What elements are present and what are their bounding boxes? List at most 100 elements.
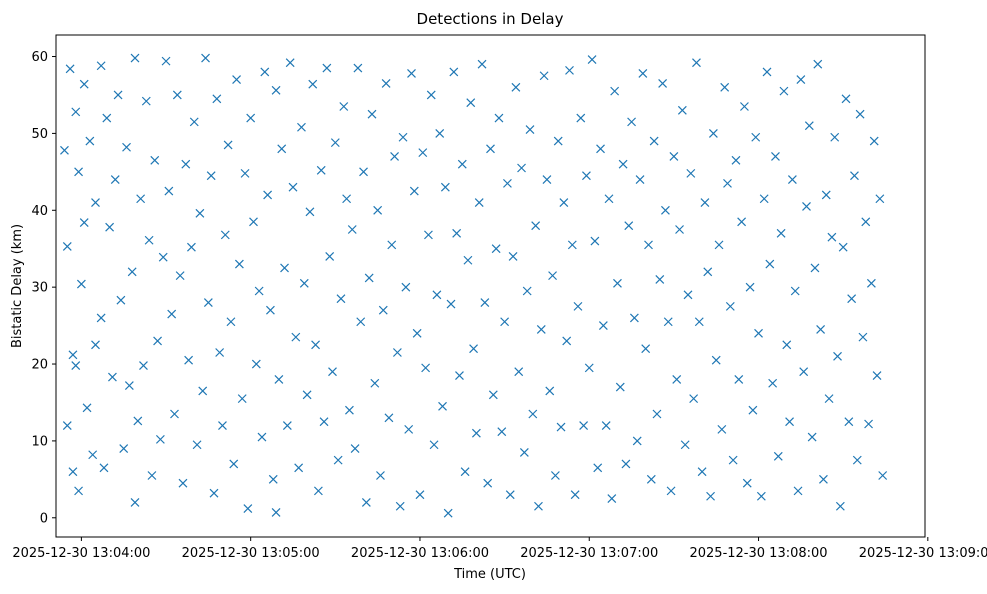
data-point bbox=[116, 295, 126, 305]
data-point bbox=[582, 171, 591, 181]
data-point bbox=[74, 167, 83, 177]
data-point bbox=[119, 444, 129, 454]
data-point bbox=[646, 474, 656, 484]
data-point bbox=[299, 278, 309, 288]
data-point bbox=[404, 424, 414, 434]
data-point bbox=[522, 286, 532, 296]
data-point bbox=[536, 325, 546, 334]
data-point bbox=[457, 159, 467, 169]
data-point bbox=[754, 328, 763, 338]
data-point bbox=[325, 251, 335, 261]
data-point bbox=[409, 186, 419, 196]
data-point bbox=[376, 471, 385, 480]
data-point bbox=[291, 332, 301, 342]
data-point bbox=[779, 86, 789, 96]
data-point bbox=[443, 508, 453, 518]
data-point bbox=[711, 355, 721, 365]
data-point bbox=[773, 451, 783, 461]
data-point bbox=[76, 279, 86, 289]
data-point bbox=[426, 90, 436, 100]
data-point bbox=[452, 228, 462, 238]
data-point bbox=[395, 501, 405, 511]
data-point bbox=[88, 450, 98, 460]
x-axis: 2025-12-30 13:04:00 2025-12-30 13:05:00 20… bbox=[12, 537, 987, 561]
data-point bbox=[804, 121, 814, 131]
data-point bbox=[748, 405, 758, 415]
plot-area-frame bbox=[55, 34, 926, 538]
data-point bbox=[474, 198, 484, 208]
data-point bbox=[333, 455, 343, 465]
data-point bbox=[807, 432, 817, 442]
data-point bbox=[79, 218, 89, 228]
data-point bbox=[254, 286, 264, 296]
data-point bbox=[353, 63, 363, 73]
data-point bbox=[742, 478, 752, 488]
data-point bbox=[288, 182, 298, 192]
data-point bbox=[266, 305, 275, 315]
data-point bbox=[694, 317, 704, 327]
data-point bbox=[161, 56, 171, 66]
data-point bbox=[675, 225, 684, 234]
data-point bbox=[816, 325, 826, 334]
data-point bbox=[285, 58, 295, 68]
data-point bbox=[220, 230, 230, 240]
data-point bbox=[153, 336, 162, 346]
data-point bbox=[150, 155, 160, 165]
data-point bbox=[861, 217, 871, 227]
data-point bbox=[869, 136, 879, 146]
data-point bbox=[246, 113, 256, 123]
data-point bbox=[215, 348, 225, 357]
data-point bbox=[105, 222, 115, 232]
data-point bbox=[311, 340, 320, 350]
data-point bbox=[827, 232, 837, 242]
data-point bbox=[415, 490, 425, 500]
data-point bbox=[263, 190, 273, 200]
data-point bbox=[328, 367, 337, 377]
data-point bbox=[257, 432, 267, 442]
data-point bbox=[613, 278, 622, 288]
data-point bbox=[60, 145, 69, 155]
data-point bbox=[198, 386, 208, 396]
x-tick-label: 2025-12-30 13:06:00 bbox=[351, 546, 489, 561]
data-point bbox=[392, 348, 402, 357]
data-point bbox=[429, 440, 439, 450]
data-point bbox=[438, 401, 447, 411]
data-point bbox=[407, 69, 416, 78]
data-point bbox=[790, 286, 800, 296]
data-point bbox=[858, 332, 868, 342]
data-point bbox=[714, 240, 724, 250]
data-point bbox=[319, 417, 329, 427]
data-point bbox=[74, 486, 83, 496]
data-point bbox=[596, 144, 605, 154]
data-point bbox=[71, 361, 81, 370]
data-point bbox=[82, 403, 92, 413]
data-point bbox=[638, 69, 648, 78]
data-point bbox=[844, 417, 854, 427]
y-tick-label: 60 bbox=[31, 50, 48, 65]
data-point bbox=[652, 409, 662, 419]
data-point bbox=[79, 79, 89, 89]
data-point bbox=[768, 378, 778, 388]
data-point bbox=[745, 282, 755, 292]
data-point bbox=[556, 422, 566, 432]
data-point bbox=[350, 444, 360, 454]
data-point bbox=[483, 478, 493, 488]
data-point bbox=[776, 228, 786, 238]
data-point bbox=[771, 152, 780, 161]
data-point bbox=[488, 390, 498, 400]
data-point bbox=[708, 128, 718, 138]
data-point bbox=[175, 271, 185, 281]
data-point bbox=[799, 367, 809, 377]
data-point bbox=[398, 132, 408, 142]
data-point bbox=[390, 152, 399, 161]
data-point bbox=[110, 175, 120, 184]
data-point bbox=[280, 263, 289, 273]
data-point bbox=[122, 142, 131, 152]
data-point bbox=[65, 64, 75, 74]
y-tick-label: 30 bbox=[31, 281, 48, 296]
data-point bbox=[167, 309, 177, 319]
data-point bbox=[683, 290, 693, 300]
data-point bbox=[218, 421, 227, 430]
data-point bbox=[130, 53, 140, 63]
data-point bbox=[751, 132, 761, 142]
